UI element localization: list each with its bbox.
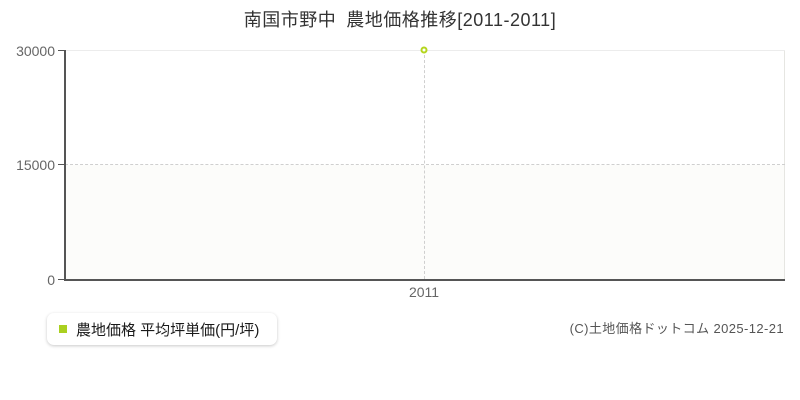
gridline-15000 xyxy=(65,164,785,165)
y-tick-mark-30000 xyxy=(58,50,65,51)
y-tick-mark-15000 xyxy=(58,164,65,165)
x-axis-line xyxy=(64,279,785,281)
data-point-2011[interactable] xyxy=(420,46,428,54)
y-axis-label-30000: 30000 xyxy=(16,43,55,59)
title-region: 南国市野中 xyxy=(243,10,337,30)
plot-area xyxy=(65,46,785,279)
plot-band-lower xyxy=(65,164,785,279)
gridline-x-2011 xyxy=(424,50,425,279)
copyright-text: (C)土地価格ドットコム 2025-12-21 xyxy=(569,321,784,336)
y-axis-line xyxy=(64,50,66,280)
page-title: 南国市野中 農地価格推移[2011-2011] xyxy=(0,6,800,32)
chart-legend[interactable]: 農地価格 平均坪単価(円/坪) xyxy=(47,313,278,345)
legend-swatch-icon xyxy=(59,325,67,333)
y-axis-label-0: 0 xyxy=(47,272,55,288)
x-axis-label-2011: 2011 xyxy=(408,284,440,300)
y-axis-label-15000: 15000 xyxy=(16,157,55,173)
legend-label: 農地価格 平均坪単価(円/坪) xyxy=(76,321,260,339)
y-tick-mark-0 xyxy=(58,279,65,280)
title-subject: 農地価格推移[2011-2011] xyxy=(346,10,557,30)
